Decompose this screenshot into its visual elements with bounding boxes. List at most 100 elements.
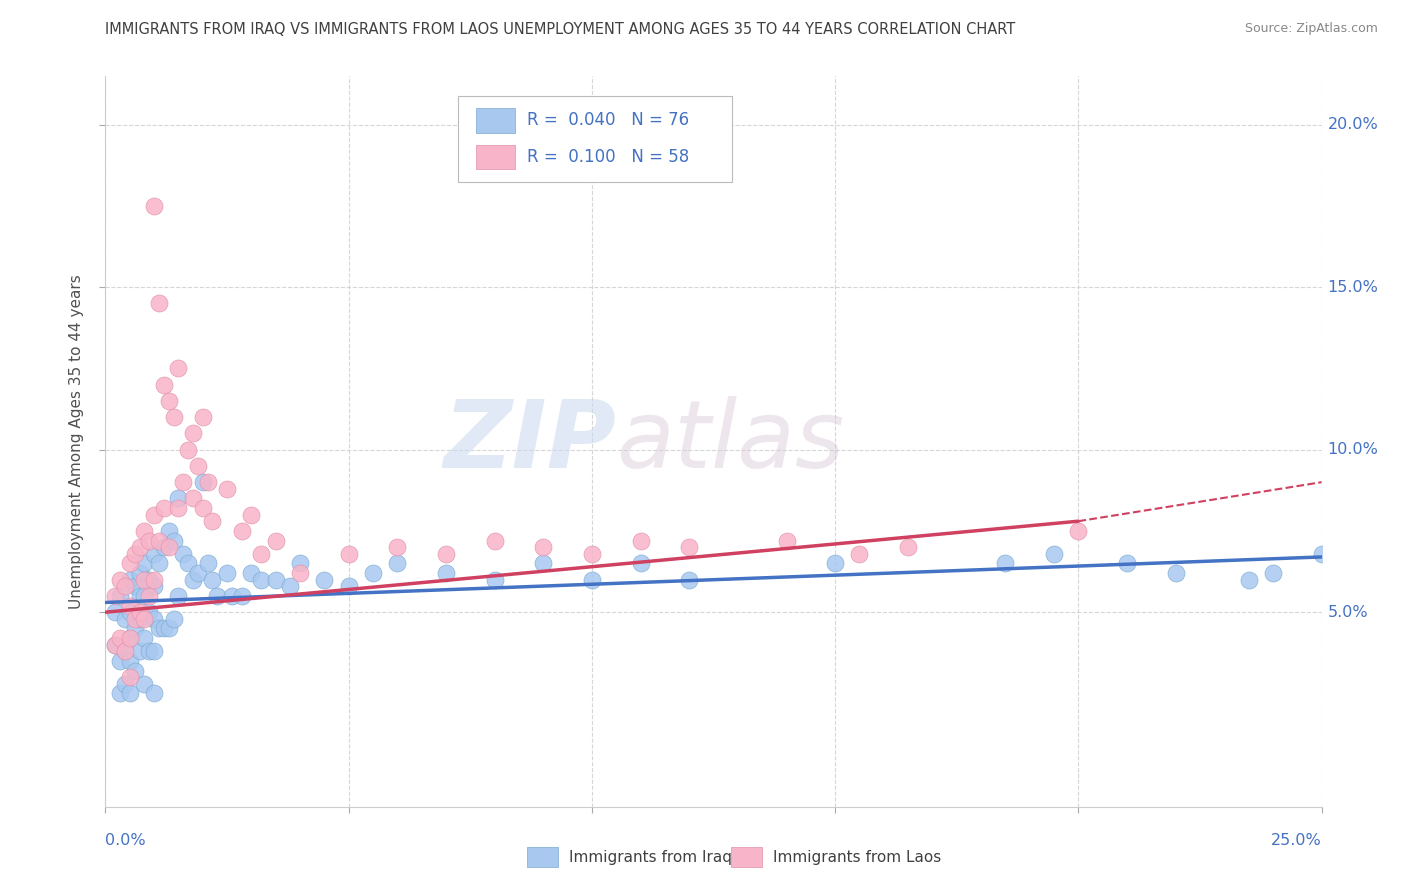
Point (1310, 547, 1333, 561)
Point (134, 589, 156, 603)
Point (162, 410, 184, 425)
Point (128, 566, 150, 581)
Text: 25.0%: 25.0% (1271, 833, 1322, 848)
Point (1261, 566, 1284, 581)
Point (143, 579, 166, 593)
Point (162, 533, 184, 548)
Point (134, 524, 156, 538)
Text: 15.0%: 15.0% (1327, 279, 1379, 294)
Point (138, 573, 160, 587)
Point (231, 524, 253, 538)
Point (157, 524, 180, 538)
Point (1116, 557, 1139, 571)
Point (108, 589, 131, 603)
Point (157, 393, 180, 408)
Point (240, 508, 263, 522)
Text: R =  0.040   N = 76: R = 0.040 N = 76 (527, 112, 689, 129)
Point (118, 686, 141, 700)
Point (128, 612, 150, 626)
Point (157, 540, 180, 554)
Point (148, 557, 170, 571)
Point (118, 631, 141, 645)
Text: 5.0%: 5.0% (1327, 605, 1368, 620)
Point (143, 573, 166, 587)
FancyBboxPatch shape (458, 95, 731, 182)
Point (143, 547, 166, 561)
Point (114, 644, 136, 658)
Point (288, 557, 311, 571)
Point (118, 599, 141, 613)
Point (191, 475, 214, 490)
Y-axis label: Unemployment Among Ages 35 to 44 years: Unemployment Among Ages 35 to 44 years (69, 274, 84, 609)
Point (181, 573, 204, 587)
Point (181, 426, 204, 441)
Point (484, 573, 506, 587)
Text: atlas: atlas (616, 396, 845, 487)
Point (167, 491, 190, 506)
Point (153, 622, 176, 636)
Point (108, 631, 131, 645)
Point (128, 589, 150, 603)
Point (138, 589, 160, 603)
Point (114, 612, 136, 626)
Point (114, 677, 136, 691)
Point (278, 579, 301, 593)
Point (630, 557, 652, 571)
Point (148, 296, 170, 310)
Point (314, 573, 336, 587)
Point (138, 605, 160, 619)
Point (288, 566, 311, 581)
Point (153, 377, 176, 392)
Point (157, 622, 180, 636)
Point (630, 533, 652, 548)
Point (108, 654, 131, 668)
Point (124, 664, 146, 678)
Bar (477, 145, 516, 169)
Point (187, 566, 209, 581)
Point (264, 533, 287, 548)
Text: 10.0%: 10.0% (1327, 442, 1379, 458)
Point (124, 547, 146, 561)
Text: R =  0.100   N = 58: R = 0.100 N = 58 (527, 148, 690, 166)
Text: Immigrants from Iraq: Immigrants from Iraq (569, 850, 733, 864)
Point (897, 540, 920, 554)
Point (201, 514, 224, 528)
Point (134, 631, 156, 645)
Point (134, 677, 156, 691)
Point (118, 605, 141, 619)
Point (143, 644, 166, 658)
Point (484, 533, 506, 548)
Point (434, 566, 457, 581)
Point (177, 442, 200, 457)
Point (775, 533, 797, 548)
Point (153, 501, 176, 516)
Point (134, 573, 156, 587)
Point (172, 475, 194, 490)
Point (824, 557, 846, 571)
Text: 0.0%: 0.0% (105, 833, 146, 848)
Point (124, 622, 146, 636)
Point (118, 631, 141, 645)
Point (108, 573, 131, 587)
Point (197, 557, 219, 571)
Point (114, 644, 136, 658)
Point (128, 540, 150, 554)
Point (1237, 573, 1260, 587)
Text: Source: ZipAtlas.com: Source: ZipAtlas.com (1244, 22, 1378, 36)
Point (148, 622, 170, 636)
Point (104, 638, 127, 652)
Point (128, 644, 150, 658)
Point (1067, 524, 1090, 538)
Point (143, 686, 166, 700)
Point (337, 547, 360, 561)
Point (531, 540, 554, 554)
Point (250, 573, 273, 587)
Point (167, 589, 190, 603)
Point (531, 557, 554, 571)
Point (1164, 566, 1187, 581)
Point (104, 605, 127, 619)
Point (191, 410, 214, 425)
Point (221, 589, 243, 603)
Point (118, 557, 141, 571)
Point (217, 566, 239, 581)
